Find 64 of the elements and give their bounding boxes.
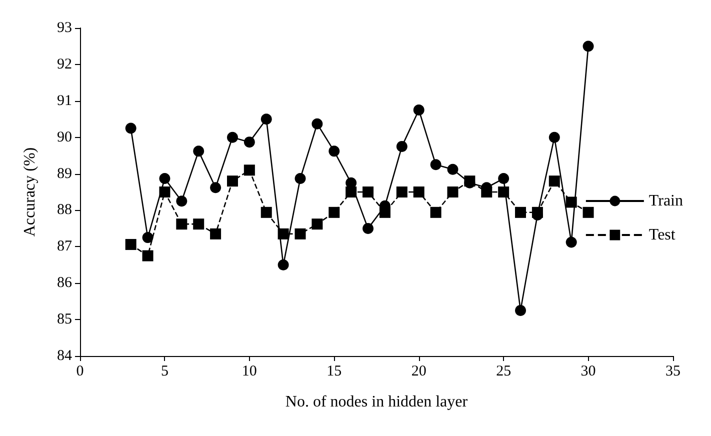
point	[226, 176, 238, 187]
point	[312, 218, 323, 230]
y-tick-label: 93	[57, 20, 72, 36]
point	[566, 236, 577, 248]
y-tick-label: 85	[57, 312, 72, 328]
point	[362, 222, 374, 234]
point	[244, 136, 255, 148]
point	[396, 140, 408, 152]
point	[294, 173, 306, 184]
point	[210, 228, 222, 240]
point	[260, 206, 272, 218]
point	[294, 228, 306, 240]
x-tick-label: 20	[411, 364, 426, 380]
x-tick-label: 35	[666, 364, 680, 380]
point	[430, 159, 442, 170]
x-tick-label: 0	[76, 364, 84, 380]
y-tick-label: 89	[57, 166, 72, 182]
x-tick-label: 10	[242, 364, 257, 380]
x-axis-title: No. of nodes in hidden layer	[285, 394, 468, 410]
x-tick-label: 15	[326, 364, 342, 380]
point	[176, 218, 188, 230]
point	[312, 118, 323, 130]
point	[413, 186, 424, 198]
point	[430, 206, 442, 218]
x-tick-label: 25	[496, 364, 512, 380]
y-tick-label: 86	[57, 275, 72, 292]
point	[498, 173, 510, 184]
legend-label: Train	[648, 192, 684, 210]
point	[142, 232, 154, 244]
point	[548, 132, 560, 143]
point	[142, 250, 154, 262]
point	[328, 146, 340, 157]
point	[396, 186, 408, 198]
point	[210, 182, 222, 194]
y-tick-label: 88	[57, 202, 72, 218]
point	[193, 146, 204, 157]
point	[548, 176, 560, 187]
point	[515, 304, 526, 316]
point	[515, 206, 526, 218]
point	[176, 196, 188, 207]
point	[582, 40, 594, 52]
y-axis-title: Accuracy (%)	[22, 147, 38, 237]
legend-label: Test	[648, 226, 676, 244]
y-tick-label: 91	[57, 92, 72, 109]
x-tick-label: 5	[160, 364, 168, 380]
y-tick-label: 84	[57, 348, 72, 364]
point	[328, 206, 340, 218]
point	[447, 164, 458, 175]
point	[413, 104, 424, 116]
point	[362, 186, 374, 198]
point	[193, 218, 204, 230]
y-tick-label: 87	[57, 238, 72, 255]
point	[125, 238, 136, 250]
point	[125, 122, 136, 134]
point	[447, 186, 458, 198]
point	[226, 132, 238, 143]
point	[244, 164, 255, 176]
point	[159, 173, 170, 184]
point	[260, 114, 272, 125]
x-tick-label: 30	[580, 364, 596, 380]
y-tick-label: 90	[57, 129, 72, 146]
point	[582, 206, 594, 218]
point	[278, 259, 289, 270]
y-tick-label: 92	[57, 56, 72, 72]
